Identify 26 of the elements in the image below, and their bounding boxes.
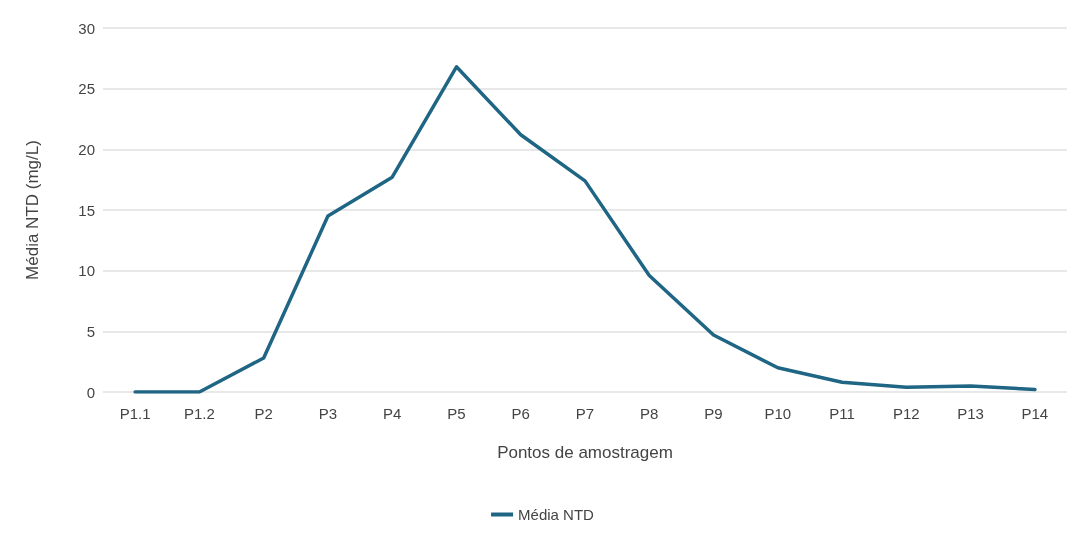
x-tick-label: P1.2	[183, 405, 215, 422]
x-tick-label: P1.1	[119, 405, 151, 422]
line-series	[133, 65, 1037, 394]
y-tick-label: 25	[78, 80, 95, 98]
x-tick-label: P11	[829, 405, 855, 422]
x-tick-label: P13	[957, 405, 984, 422]
x-tick-label: P4	[383, 405, 402, 422]
y-tick-label: 15	[78, 201, 95, 219]
x-tick-label: P5	[447, 405, 466, 422]
x-tick-label: P6	[511, 405, 530, 422]
x-tick-label: P7	[575, 405, 595, 422]
x-tick-label: P14	[1021, 405, 1049, 422]
x-tick-label: P8	[640, 405, 659, 422]
y-tick-label: 30	[78, 19, 95, 37]
y-tick-label: 20	[78, 140, 95, 158]
y-axis-title: Média NTD (mg/L)	[23, 140, 42, 280]
y-tick-label: 5	[86, 322, 95, 340]
y-tick-label: 0	[86, 383, 95, 401]
x-tick-label: P12	[892, 405, 920, 422]
y-tick-label: 10	[78, 262, 95, 280]
x-tick-label: P9	[704, 405, 723, 422]
legend-label: Média NTD	[518, 506, 595, 523]
x-tick-label: P2	[254, 405, 273, 422]
x-tick-label: P3	[318, 405, 338, 422]
x-axis-title: Pontos de amostragem	[497, 443, 673, 462]
x-tick-label: P10	[764, 405, 792, 422]
